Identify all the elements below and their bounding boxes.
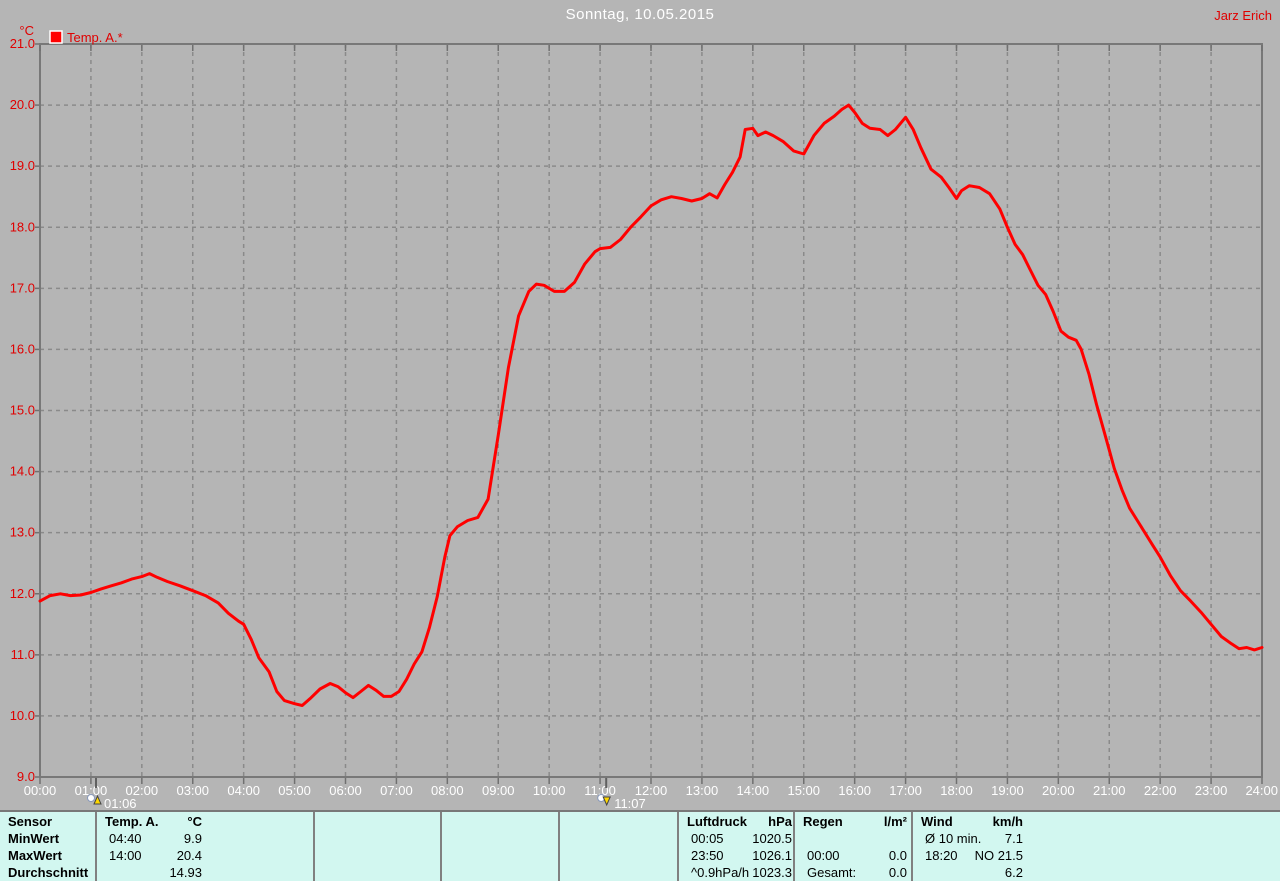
x-tick-label: 00:00 [24,783,57,798]
y-tick-label: 13.0 [10,525,35,540]
y-tick-label: 15.0 [10,403,35,418]
moon-rise-icon [93,794,102,805]
table-column-temp: Temp. A. °C 04:40 9.9 14:00 20.4 14.93 [95,812,313,881]
temperature-line [38,103,1264,707]
x-tick-label: 18:00 [940,783,973,798]
x-tick-label: 07:00 [380,783,413,798]
table-row-label: Durchschnitt [8,865,89,880]
cell-value: 14.93 [169,865,202,880]
column-unit: l/m² [883,814,907,829]
x-tick-label: 15:00 [787,783,820,798]
x-tick-label: 13:00 [686,783,719,798]
x-tick-label: 17:00 [889,783,922,798]
moon-set-icon [602,796,611,807]
table-row-label-column: Sensor MinWert MaxWert Durchschnitt [0,812,95,881]
y-tick-label: 17.0 [10,280,35,295]
x-tick-label: 21:00 [1093,783,1126,798]
stats-table: Sensor MinWert MaxWert Durchschnitt Temp. A.… [0,810,1280,881]
x-tick-label: 04:00 [227,783,260,798]
cell-label: 23:50 [691,848,724,863]
cell-value: 9.9 [183,831,202,846]
table-column-luftdruck: Luftdruck hPa 00:05 1020.5 23:50 1026.1 ^0.9hP… [677,812,793,881]
x-tick-label: 03:00 [176,783,209,798]
x-tick-label: 12:00 [635,783,668,798]
chart-panel: °C 21.0 20.0 19.0 18.0 17.0 16.0 15.0 14.0 13.0 12… [10,23,1278,811]
table-row-label: MaxWert [8,848,62,863]
cell-label: 14:00 [109,848,142,863]
legend-label: Temp. A.* [67,30,123,45]
user-name: Jarz Erich [1214,8,1272,23]
x-tick-label: 11:00 [584,783,616,798]
x-tick-label: 09:00 [482,783,515,798]
y-tick-label: 19.0 [10,158,35,173]
cell-label: ^0.9hPa/h [691,865,750,880]
y-tick-label: 12.0 [10,586,35,601]
cell-value: 0.0 [888,865,907,880]
cell-value: 7.1 [1004,831,1023,846]
column-unit: °C [187,814,202,829]
x-tick-label: 22:00 [1144,783,1177,798]
y-tick-label: 10.0 [10,708,35,723]
cell-value: 1026.1 [752,848,792,863]
x-tick-label: 16:00 [838,783,871,798]
table-row-label: Sensor [8,814,53,829]
cell-label: 00:05 [691,831,724,846]
temperature-chart: °C21.0 20.0 19.0 18.0 17.0 16.0 15.0 14.0 13.0 12… [10,23,1278,811]
x-tick-label: 20:00 [1042,783,1075,798]
cell-label: 04:40 [109,831,142,846]
table-row-label: MinWert [8,831,60,846]
x-tick-label: 05:00 [278,783,311,798]
marker-time-label: 11:07 [614,796,646,810]
x-tick-label: 01:00 [75,783,108,798]
cell-label: 18:20 [925,848,958,863]
cell-value: 20.4 [176,848,202,863]
cell-value: NO 21.5 [974,848,1023,863]
cell-label: Gesamt: [807,865,857,880]
table-column-empty-3 [558,812,677,881]
y-tick-label: 21.0 [10,36,35,51]
cell-value: 1020.5 [752,831,792,846]
cell-value: 6.2 [1004,865,1023,880]
column-unit: hPa [768,814,792,829]
table-column-empty-1 [313,812,440,881]
plot-frame [39,43,1263,778]
y-axis-unit: °C [19,23,34,38]
table-column-empty-2 [440,812,558,881]
x-tick-label: 23:00 [1195,783,1228,798]
table-column-regen: Regen l/m² 00:00 0.0 Gesamt: 0.0 [793,812,911,881]
marker-time-label: 01:06 [104,796,137,810]
y-tick-label: 16.0 [10,341,35,356]
x-tick-label: 14:00 [737,783,770,798]
x-tick-label: 08:00 [431,783,464,798]
cell-label: Ø 10 min. [925,831,982,846]
x-tick-label: 19:00 [991,783,1024,798]
y-tick-label: 14.0 [10,464,35,479]
column-header: Temp. A. [105,814,159,829]
x-tick-label: 06:00 [329,783,362,798]
y-tick-label: 9.0 [17,769,35,784]
cell-label: 00:00 [807,848,840,863]
y-tick-label: 18.0 [10,219,35,234]
moon-rise-icon [87,794,96,802]
x-tick-label: 10:00 [533,783,566,798]
x-tick-label: 24:00 [1245,783,1278,798]
cell-value: 1023.3 [752,865,792,880]
column-header: Luftdruck [687,814,747,829]
cell-value: 0.0 [888,848,907,863]
y-tick-label: 11.0 [11,647,35,662]
column-unit: km/h [992,814,1023,829]
y-tick-label: 20.0 [10,97,35,112]
page-title: Sonntag, 10.05.2015 [565,6,715,23]
x-tick-label: 02:00 [126,783,159,798]
table-column-wind: Wind km/h Ø 10 min. 7.1 18:20 NO 21.5 6.2 [911,812,1280,881]
legend-swatch [49,30,63,44]
column-header: Wind [921,814,953,829]
column-header: Regen [803,814,843,829]
